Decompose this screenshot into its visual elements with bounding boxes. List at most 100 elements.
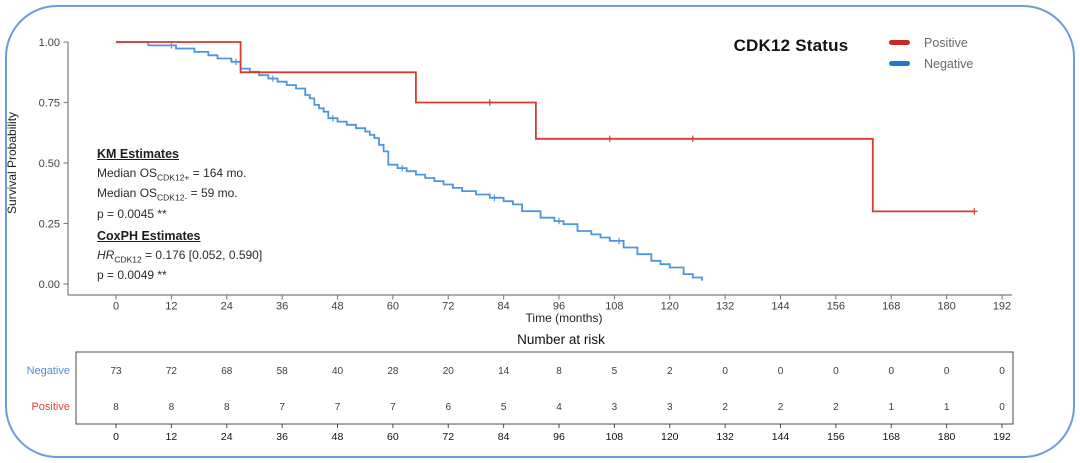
- negative-censor-mark: [168, 42, 175, 49]
- risk-value: 0: [999, 366, 1005, 377]
- risk-axis-label: 132: [716, 431, 734, 443]
- negative-censor-mark: [329, 115, 337, 122]
- negative-censor-mark: [269, 75, 277, 82]
- risk-table-border: [75, 351, 1014, 425]
- risk-row-label-negative: Negative: [27, 365, 70, 377]
- survival-plot: 0.00 0.25 0.50 0.75 1.00 0 12 24 36 48 60 72 84 96 108…: [5, 37, 1012, 325]
- risk-value: 8: [556, 366, 562, 377]
- x-tick-label: 132: [716, 301, 734, 313]
- risk-value: 2: [833, 402, 839, 413]
- risk-value: 5: [612, 366, 618, 377]
- x-tick-label: 36: [276, 301, 288, 313]
- negative-censor-mark: [232, 58, 240, 66]
- positive-censor-mark: [689, 135, 697, 142]
- risk-value: 28: [387, 366, 399, 377]
- risk-axis-label: 96: [553, 431, 565, 443]
- risk-value: 68: [221, 366, 233, 377]
- y-tick-label: 0.50: [39, 158, 60, 170]
- risk-axis-label: 84: [498, 431, 510, 443]
- text-part: Median OS: [97, 165, 158, 180]
- risk-value: 0: [722, 366, 728, 377]
- text-part: = 164 mo.: [189, 165, 247, 180]
- negative-censor-mark: [615, 237, 623, 245]
- risk-value: 7: [390, 402, 396, 413]
- risk-value: 1: [944, 402, 950, 413]
- x-tick-label: 120: [661, 301, 679, 313]
- risk-axis-label: 72: [442, 431, 454, 443]
- x-tick-label: 180: [937, 301, 955, 313]
- legend-item-positive: Positive: [889, 32, 973, 53]
- text-part: Median OS: [97, 186, 158, 201]
- risk-value: 2: [722, 402, 728, 413]
- risk-value: 2: [667, 366, 673, 377]
- risk-value: 8: [113, 402, 119, 413]
- x-tick-label: 84: [498, 301, 510, 313]
- x-tick-label: 24: [221, 301, 233, 313]
- risk-row-label-positive: Positive: [31, 401, 70, 413]
- risk-value: 3: [612, 402, 618, 413]
- text-part: = 59 mo.: [187, 186, 238, 201]
- risk-table-title: Number at risk: [517, 332, 605, 347]
- risk-value: 14: [498, 366, 510, 377]
- risk-value: 6: [445, 402, 451, 413]
- plot-title: CDK12 Status: [733, 36, 849, 55]
- risk-value: 58: [277, 366, 289, 377]
- legend-item-negative: Negative: [889, 53, 973, 74]
- negative-line-swatch: [889, 61, 910, 66]
- negative-censor-mark: [555, 217, 563, 225]
- risk-axis-label: 36: [276, 431, 288, 443]
- hazard-ratio-line: HRCDK12 = 0.176 [0.052, 0.590]: [97, 247, 262, 268]
- risk-axis-label: 156: [827, 431, 845, 443]
- risk-value: 0: [944, 366, 950, 377]
- negative-censor-mark: [491, 194, 498, 202]
- y-tick-label: 1.00: [39, 37, 60, 49]
- x-tick-label: 72: [442, 301, 454, 313]
- risk-value: 1: [888, 402, 894, 413]
- x-axis-title: Time (months): [526, 311, 603, 325]
- risk-value: 2: [778, 402, 784, 413]
- x-tick-label: 96: [553, 301, 565, 313]
- risk-value: 0: [888, 366, 894, 377]
- positive-censor-mark: [971, 208, 978, 215]
- rounded-card-frame: [5, 5, 1075, 458]
- x-tick-label: 192: [993, 301, 1011, 313]
- risk-axis-label: 12: [166, 431, 178, 443]
- risk-axis-label: 168: [882, 431, 900, 443]
- risk-axis-label: 0: [113, 431, 119, 443]
- negative-censor-mark: [398, 164, 406, 172]
- risk-axis-label: 144: [772, 431, 790, 443]
- risk-value: 0: [999, 402, 1005, 413]
- x-tick-label: 48: [331, 301, 343, 313]
- risk-value: 72: [166, 366, 178, 377]
- coxph-estimates-heading: CoxPH Estimates: [97, 229, 201, 243]
- risk-axis-label: 192: [993, 431, 1011, 443]
- x-tick-label: 0: [113, 301, 119, 313]
- y-axis-title: Survival Probability: [5, 112, 19, 214]
- median-os-positive-line: Median OSCDK12+ = 164 mo.: [97, 165, 246, 186]
- risk-value: 0: [778, 366, 784, 377]
- risk-value: 7: [279, 402, 285, 413]
- text-part-italic: HR: [97, 247, 115, 262]
- y-tick-label: 0.25: [39, 218, 60, 230]
- risk-axis-label: 120: [661, 431, 679, 443]
- positive-censor-mark: [606, 135, 613, 142]
- risk-value: 4: [556, 402, 562, 413]
- risk-axis-label: 60: [387, 431, 399, 443]
- text-part: = 0.176 [0.052, 0.590]: [141, 247, 263, 262]
- cox-pvalue-line: p = 0.0049 **: [97, 268, 167, 283]
- risk-axis-label: 48: [332, 431, 344, 443]
- km-estimates-heading: KM Estimates: [97, 147, 179, 161]
- risk-value: 40: [332, 366, 344, 377]
- legend-label-negative: Negative: [924, 56, 974, 71]
- risk-axis-label: 24: [221, 431, 233, 443]
- legend-label-positive: Positive: [924, 35, 968, 50]
- positive-censor-mark: [486, 99, 493, 106]
- x-tick-label: 144: [771, 301, 789, 313]
- x-tick-label: 168: [882, 301, 900, 313]
- risk-value: 7: [335, 402, 341, 413]
- positive-line-swatch: [889, 40, 910, 45]
- y-tick-label: 0.00: [39, 279, 60, 291]
- risk-axis-label: 108: [606, 431, 624, 443]
